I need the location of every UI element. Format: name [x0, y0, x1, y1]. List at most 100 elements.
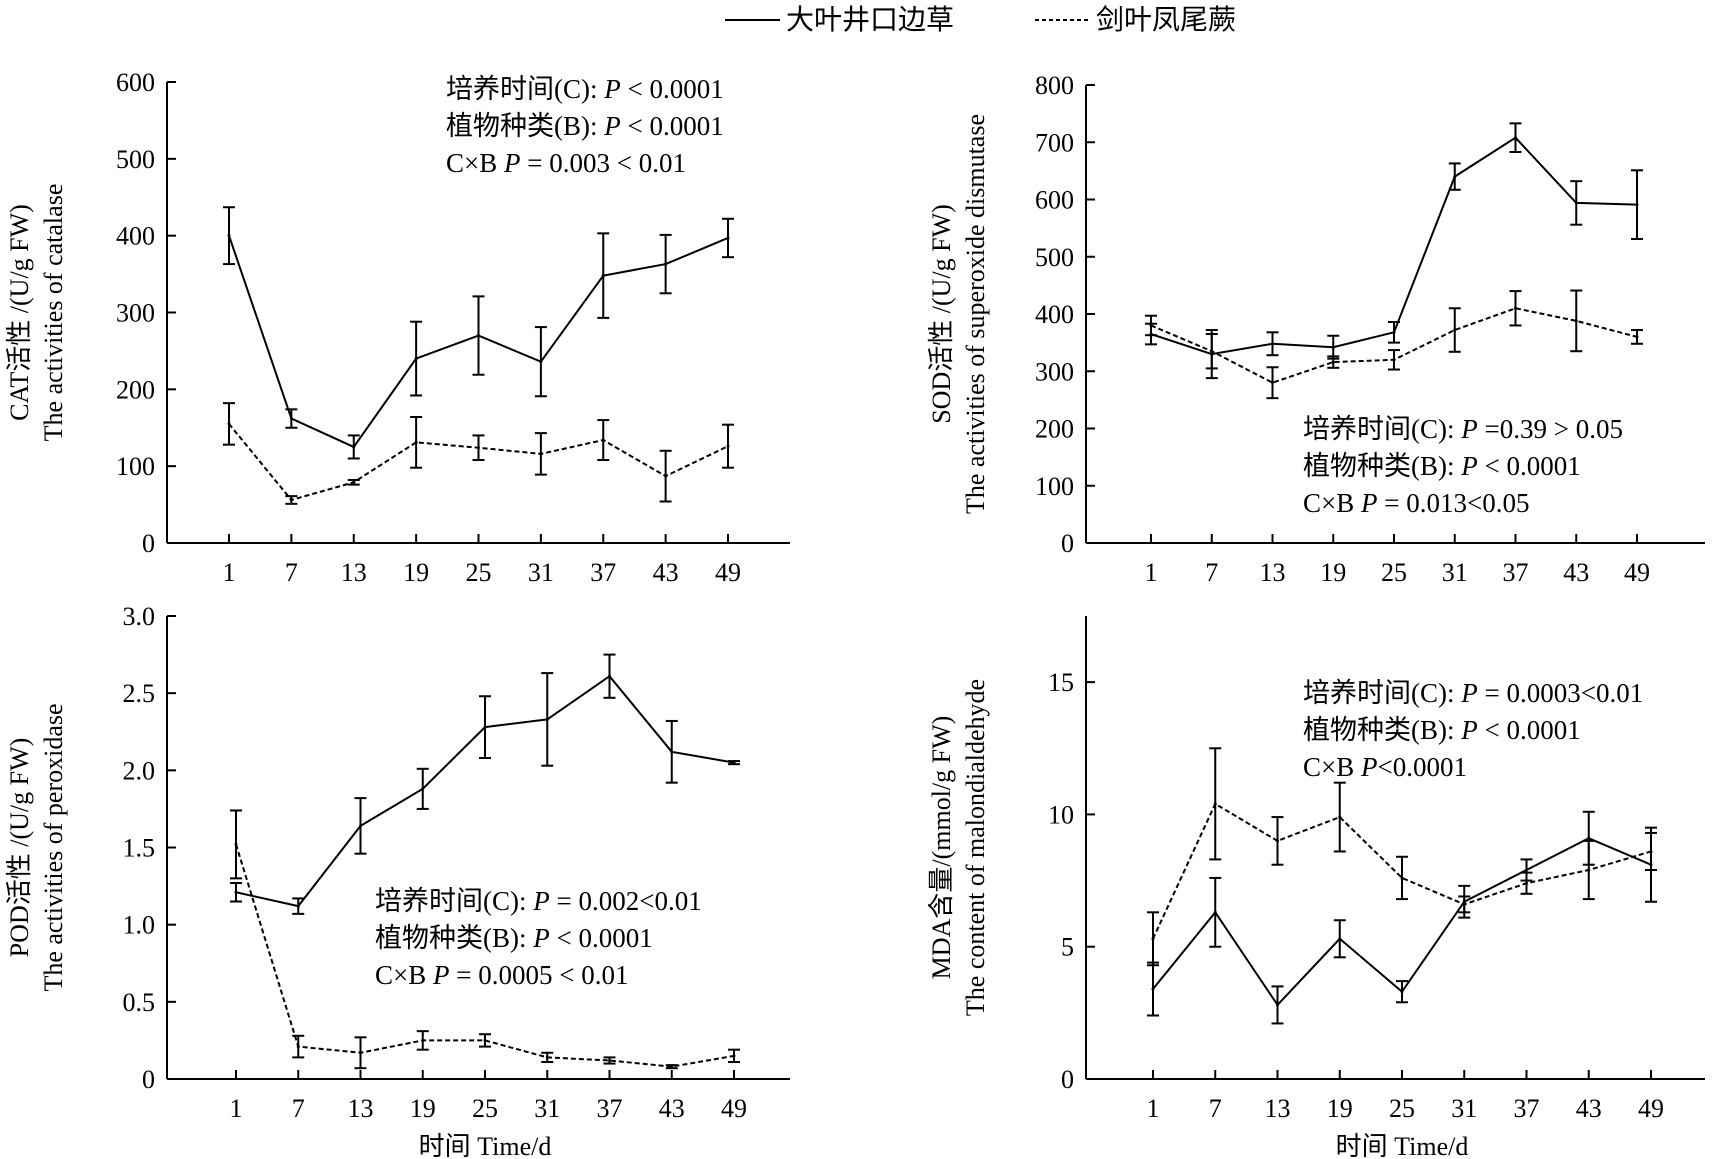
data-point: [1462, 902, 1466, 906]
data-point: [1574, 319, 1578, 323]
y-tick-label: 700: [1035, 128, 1074, 157]
data-point: [670, 1065, 674, 1069]
stat-line: C×B P<0.0001: [1303, 752, 1467, 782]
data-point: [1587, 868, 1591, 872]
series-line: [235, 844, 735, 1068]
data-point: [483, 725, 487, 729]
data-point: [234, 842, 238, 846]
data-point: [664, 474, 668, 478]
y-tick-label: 200: [1035, 415, 1074, 444]
y-tick-label: 100: [116, 452, 155, 481]
x-tick-label: 37: [597, 1094, 623, 1123]
y-tick-label: 500: [116, 145, 155, 174]
y-tick-label: 0: [142, 529, 155, 558]
x-tick-label: 37: [1503, 558, 1529, 587]
x-tick-label: 37: [590, 558, 616, 587]
x-tick-label: 19: [1327, 1094, 1353, 1123]
x-tick-label: 43: [659, 1094, 685, 1123]
data-point: [726, 444, 730, 448]
x-tick-label: 19: [403, 558, 429, 587]
x-axis-title: 时间 Time/d: [1336, 1132, 1469, 1159]
x-tick-label: 43: [653, 558, 679, 587]
x-tick-label: 31: [1451, 1094, 1477, 1123]
stat-line: 培养时间(C): P = 0.002<0.01: [375, 886, 702, 916]
data-point: [545, 1055, 549, 1059]
data-point: [1271, 342, 1274, 346]
data-point: [1400, 876, 1404, 880]
y-tick-label: 600: [1035, 186, 1074, 215]
data-point: [1149, 323, 1153, 327]
x-tick-label: 1: [1145, 558, 1158, 587]
x-tick-label: 1: [230, 1094, 243, 1123]
x-tick-label: 13: [1260, 558, 1286, 587]
series-solid: [230, 653, 740, 915]
data-point: [539, 360, 543, 364]
data-point: [601, 438, 605, 442]
y-tick-label: 600: [116, 68, 155, 97]
data-point: [1635, 335, 1639, 339]
x-tick-label: 49: [715, 558, 741, 587]
x-tick-label: 25: [472, 1094, 498, 1123]
x-tick-label: 7: [1205, 558, 1218, 587]
stat-line: C×B P = 0.0005 < 0.01: [375, 960, 628, 990]
stat-line: 植物种类(B): P < 0.0001: [375, 923, 653, 953]
data-point: [732, 1054, 736, 1058]
data-point: [1514, 136, 1517, 140]
x-tick-label: 13: [348, 1094, 374, 1123]
stat-line: 植物种类(B): P < 0.0001: [446, 111, 724, 141]
data-point: [1271, 381, 1274, 385]
y-tick-label: 300: [1035, 357, 1074, 386]
stat-line: C×B P = 0.003 < 0.01: [446, 148, 686, 178]
series-solid: [1147, 810, 1657, 1025]
x-tick-label: 43: [1576, 1094, 1602, 1123]
data-point: [421, 787, 425, 791]
y-axis-title-cn: CAT活性 /(U/g FW): [5, 204, 34, 421]
data-point: [1400, 990, 1404, 994]
chart-panel-mda: 0 5 10 15 1 7 13 19 25 31 37 43 49 MDA含量/(mmol/g FW) T…: [927, 616, 1705, 1159]
legend: 大叶井口边草 剑叶凤尾蕨: [725, 4, 1236, 36]
data-point: [1392, 358, 1396, 362]
y-axis-title-en: The activities of peroxidase: [39, 703, 68, 991]
data-point: [1210, 349, 1214, 353]
series-dashed: [223, 402, 734, 505]
data-point: [289, 498, 293, 502]
y-tick-label: 0: [142, 1065, 155, 1094]
data-point: [726, 236, 730, 240]
data-point: [1453, 328, 1457, 332]
data-point: [296, 904, 300, 908]
data-point: [670, 750, 674, 754]
data-point: [732, 761, 736, 765]
data-point: [1213, 910, 1217, 914]
x-tick-label: 37: [1514, 1094, 1540, 1123]
y-tick-label: 1.0: [123, 911, 156, 940]
y-axis-title-en: The activities of catalase: [39, 184, 68, 442]
x-tick-label: 25: [466, 558, 492, 587]
y-tick-label: 2.0: [123, 756, 156, 785]
y-tick-label: 0: [1061, 1065, 1074, 1094]
y-axis-title-cn: POD活性 /(U/g FW): [5, 738, 34, 958]
x-tick-label: 43: [1563, 558, 1589, 587]
data-point: [414, 357, 418, 361]
data-point: [289, 417, 293, 421]
series-dashed: [1145, 289, 1643, 400]
y-tick-label: 800: [1035, 71, 1074, 100]
y-tick-label: 100: [1035, 472, 1074, 501]
x-tick-label: 13: [341, 558, 367, 587]
y-axis-title-cn: MDA含量/(mmol/g FW): [927, 716, 956, 980]
data-point: [664, 262, 668, 266]
legend-dashed-label: 剑叶凤尾蕨: [1096, 4, 1236, 36]
series-line: [1152, 802, 1652, 940]
y-tick-label: 1.5: [123, 834, 156, 863]
data-point: [296, 1045, 300, 1049]
y-tick-label: 3.0: [123, 602, 156, 631]
series-dashed: [230, 809, 740, 1070]
data-point: [1392, 330, 1396, 334]
y-tick-label: 200: [116, 375, 155, 404]
data-point: [601, 274, 605, 278]
stat-line: C×B P = 0.013<0.05: [1303, 488, 1529, 518]
data-point: [421, 1038, 425, 1042]
series-solid: [1145, 122, 1643, 380]
data-point: [545, 717, 549, 721]
